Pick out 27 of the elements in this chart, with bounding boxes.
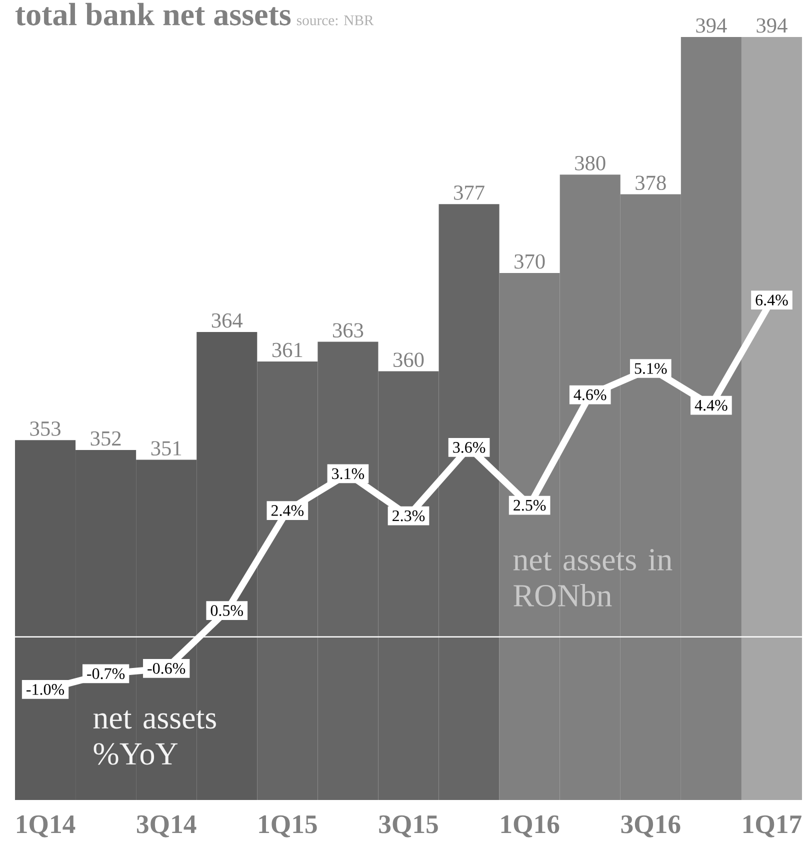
- x-tick-label: 1Q17: [743, 815, 802, 838]
- x-tick-label: 1Q15: [259, 815, 317, 838]
- data-label: -0.6%: [148, 663, 186, 674]
- annotation: net assets in RONbn: [513, 549, 672, 607]
- x-tick-label: 1Q14: [17, 815, 76, 838]
- data-label: 380: [575, 156, 606, 170]
- data-label: 363: [332, 323, 364, 338]
- data-label: 377: [454, 186, 484, 200]
- x-tick-label: 3Q14: [136, 815, 196, 838]
- data-label: 352: [90, 431, 121, 446]
- annotation: net assets %YoY: [93, 710, 216, 765]
- data-label: 353: [30, 422, 60, 436]
- data-label: 378: [636, 176, 666, 190]
- data-label: 360: [394, 352, 424, 368]
- x-tick-label: 3Q15: [379, 815, 438, 838]
- data-label: 394: [696, 18, 727, 33]
- data-label: 370: [514, 254, 545, 269]
- data-label: -0.7%: [87, 668, 125, 680]
- chart-title: total bank net assets: [15, 2, 291, 26]
- source-note: source: NBR: [296, 16, 374, 26]
- x-tick-label: 1Q16: [501, 815, 560, 838]
- x-tick-label: 3Q16: [621, 815, 680, 838]
- data-label: 351: [151, 441, 182, 456]
- data-label: 364: [212, 313, 243, 328]
- data-label: 361: [272, 342, 302, 358]
- data-label: -1.0%: [26, 684, 64, 695]
- data-label: 394: [756, 18, 788, 33]
